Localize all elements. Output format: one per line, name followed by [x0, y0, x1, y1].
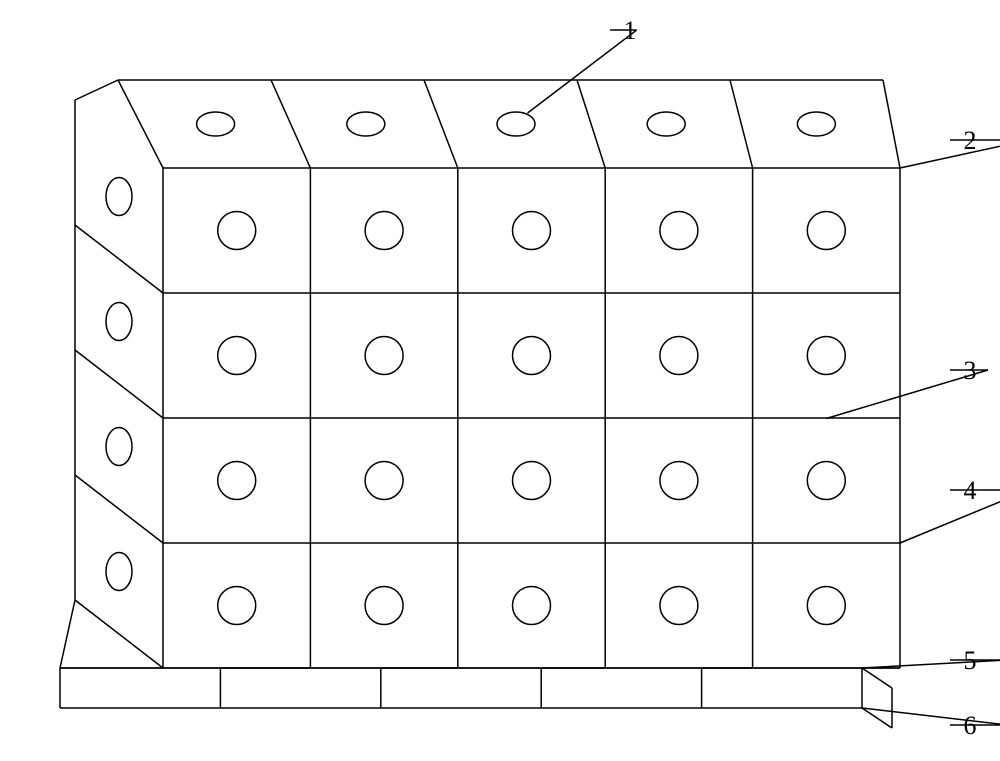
label-5: 5	[964, 646, 977, 675]
label-1: 1	[624, 16, 637, 45]
label-6: 6	[964, 711, 977, 740]
label-2: 2	[964, 126, 977, 155]
diagram-canvas: 1 2 3 4 5 6	[0, 0, 1000, 761]
label-3: 3	[964, 356, 977, 385]
label-4: 4	[964, 476, 977, 505]
